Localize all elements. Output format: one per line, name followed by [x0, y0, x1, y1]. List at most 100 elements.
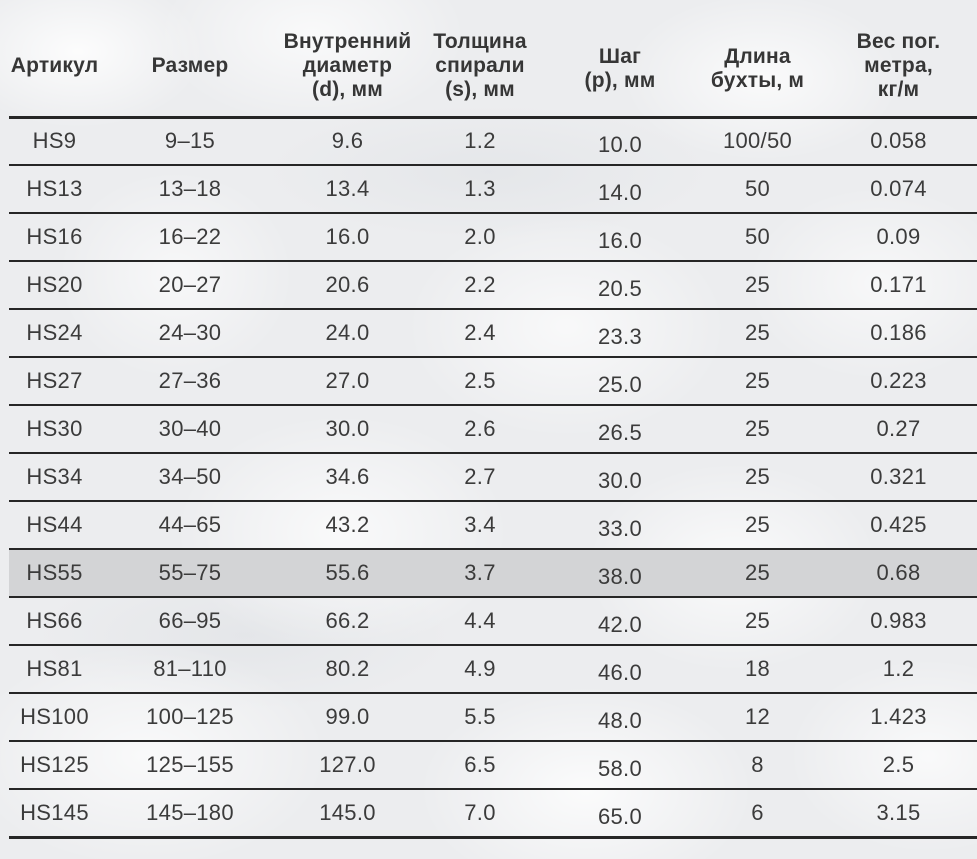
cell-pitch-value: 33.0 [597, 516, 643, 541]
cell-size: 145–180 [100, 789, 280, 837]
cell-coil-length-value: 25 [744, 320, 771, 345]
cell-weight: 3.15 [820, 789, 977, 837]
cell-pitch: 26.5 [545, 405, 695, 453]
cell-spiral-thickness-value: 1.3 [464, 176, 496, 201]
cell-pitch: 14.0 [545, 165, 695, 213]
column-header-article: Артикул [9, 0, 100, 117]
cell-coil-length-value: 25 [744, 512, 771, 537]
cell-pitch-value: 48.0 [597, 708, 643, 733]
cell-spiral-thickness-value: 1.2 [464, 128, 496, 154]
cell-coil-length: 25 [695, 357, 820, 405]
cell-inner-diameter: 43.2 [280, 501, 415, 549]
cell-size: 16–22 [100, 213, 280, 261]
cell-inner-diameter: 24.0 [280, 309, 415, 357]
cell-weight-value: 0.058 [870, 128, 927, 154]
cell-pitch: 16.0 [545, 213, 695, 261]
cell-article: HS24 [9, 309, 100, 357]
cell-inner-diameter-value: 99.0 [325, 704, 370, 729]
cell-spiral-thickness: 2.7 [415, 453, 545, 501]
column-header-inner-diameter-label: Внутренний диаметр (d), мм [283, 30, 412, 101]
cell-size: 55–75 [100, 549, 280, 597]
cell-size: 27–36 [100, 357, 280, 405]
cell-inner-diameter-value: 27.0 [325, 368, 370, 393]
cell-pitch-value: 38.0 [597, 564, 643, 589]
cell-article-value: HS145 [20, 799, 89, 825]
cell-article: HS9 [9, 117, 100, 165]
cell-article-value: HS100 [20, 704, 89, 729]
cell-inner-diameter-value: 145.0 [319, 799, 376, 825]
cell-inner-diameter: 80.2 [280, 645, 415, 693]
cell-size-value: 20–27 [158, 272, 222, 297]
cell-weight: 0.074 [820, 165, 977, 213]
cell-coil-length-value: 25 [744, 560, 771, 585]
cell-article-value: HS13 [26, 176, 83, 201]
cell-spiral-thickness: 2.2 [415, 261, 545, 309]
cell-article-value: HS44 [26, 512, 83, 537]
table-row: HS30 30–40 30.0 2.6 26.5 25 0.27 [9, 405, 977, 453]
cell-size-value: 125–155 [146, 752, 234, 777]
cell-weight: 0.058 [820, 117, 977, 165]
cell-size-value: 30–40 [158, 416, 222, 441]
cell-size: 100–125 [100, 693, 280, 741]
cell-weight: 0.425 [820, 501, 977, 549]
cell-size-value: 66–95 [158, 608, 222, 633]
cell-inner-diameter-value: 43.2 [325, 512, 370, 537]
cell-coil-length: 25 [695, 549, 820, 597]
cell-coil-length-value: 25 [744, 464, 771, 489]
cell-spiral-thickness: 2.5 [415, 357, 545, 405]
cell-pitch: 30.0 [545, 453, 695, 501]
cell-size-value: 27–36 [158, 368, 222, 393]
cell-article-value: HS20 [26, 272, 83, 297]
cell-pitch: 42.0 [545, 597, 695, 645]
cell-weight-value: 0.223 [870, 368, 927, 393]
cell-inner-diameter-value: 34.6 [325, 464, 370, 489]
cell-pitch: 33.0 [545, 501, 695, 549]
cell-inner-diameter: 55.6 [280, 549, 415, 597]
cell-spiral-thickness-value: 4.9 [464, 656, 496, 681]
cell-spiral-thickness-value: 4.4 [464, 608, 496, 633]
column-header-size: Размер [100, 0, 280, 117]
cell-inner-diameter: 99.0 [280, 693, 415, 741]
cell-coil-length: 12 [695, 693, 820, 741]
table-row: HS20 20–27 20.6 2.2 20.5 25 0.171 [9, 261, 977, 309]
cell-inner-diameter-value: 13.4 [325, 176, 370, 201]
cell-inner-diameter: 16.0 [280, 213, 415, 261]
cell-coil-length-value: 50 [744, 176, 771, 201]
cell-weight-value: 0.171 [870, 272, 927, 297]
cell-coil-length-value: 25 [744, 368, 771, 393]
cell-pitch: 46.0 [545, 645, 695, 693]
cell-coil-length: 18 [695, 645, 820, 693]
cell-size-value: 9–15 [164, 128, 216, 154]
cell-article: HS81 [9, 645, 100, 693]
table-row: HS66 66–95 66.2 4.4 42.0 25 0.983 [9, 597, 977, 645]
cell-weight-value: 0.68 [876, 560, 921, 585]
column-header-spiral-thickness-label: Толщина спирали (s), мм [433, 30, 527, 101]
cell-spiral-thickness: 6.5 [415, 741, 545, 789]
hose-specs-table: Артикул Размер Внутренний диаметр (d), м… [9, 0, 977, 839]
cell-article-value: HS9 [32, 128, 77, 154]
cell-article-value: HS30 [26, 416, 83, 441]
cell-pitch: 20.5 [545, 261, 695, 309]
cell-inner-diameter-value: 80.2 [325, 656, 370, 681]
cell-pitch-value: 58.0 [597, 756, 643, 781]
cell-size: 44–65 [100, 501, 280, 549]
cell-spiral-thickness: 2.4 [415, 309, 545, 357]
cell-pitch-value: 20.5 [597, 276, 643, 301]
cell-inner-diameter: 30.0 [280, 405, 415, 453]
table-header: Артикул Размер Внутренний диаметр (d), м… [9, 0, 977, 117]
cell-spiral-thickness-value: 2.5 [464, 368, 496, 393]
cell-size-value: 13–18 [158, 176, 222, 201]
cell-pitch: 25.0 [545, 357, 695, 405]
cell-coil-length-value: 25 [744, 608, 771, 633]
cell-size-value: 100–125 [146, 704, 234, 729]
table-row: HS125 125–155 127.0 6.5 58.0 8 2.5 [9, 741, 977, 789]
table-row: HS81 81–110 80.2 4.9 46.0 18 1.2 [9, 645, 977, 693]
cell-coil-length: 50 [695, 165, 820, 213]
cell-size-value: 24–30 [158, 320, 222, 345]
cell-inner-diameter-value: 20.6 [325, 272, 370, 297]
cell-weight: 0.09 [820, 213, 977, 261]
cell-coil-length: 100/50 [695, 117, 820, 165]
cell-article-value: HS24 [26, 320, 83, 345]
cell-article: HS125 [9, 741, 100, 789]
column-header-size-label: Размер [151, 53, 229, 77]
